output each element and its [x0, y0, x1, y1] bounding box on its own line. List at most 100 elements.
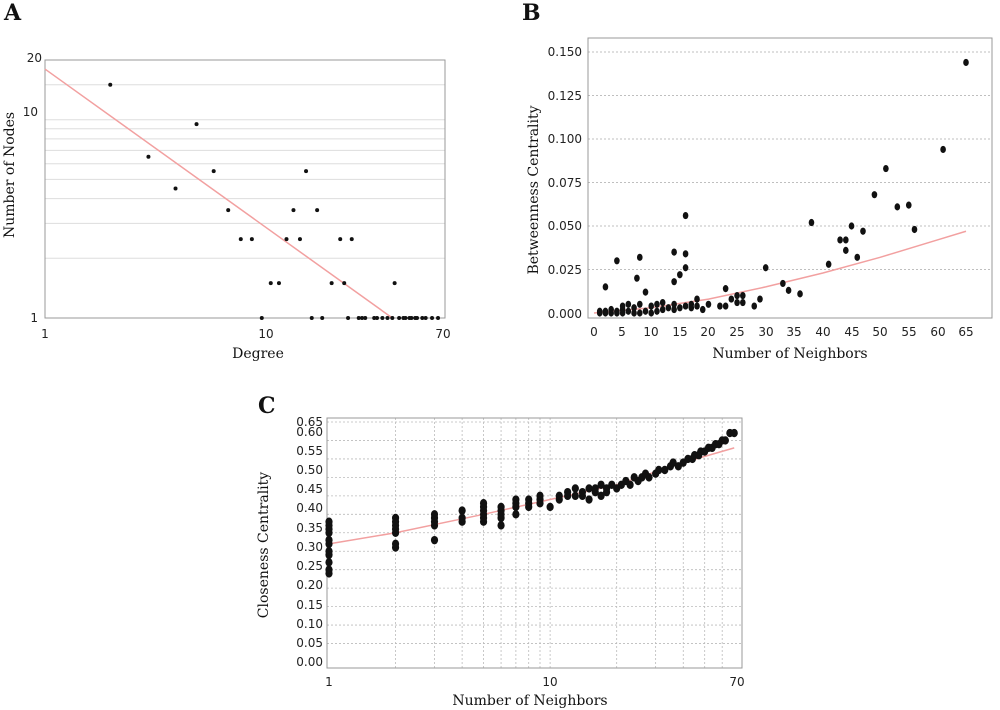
panel-b-x-tick: 65: [958, 325, 973, 339]
panel-a-point: [385, 316, 390, 320]
panel-a-point: [409, 316, 414, 320]
panel-a-point: [375, 316, 380, 320]
panel-b-x-tick: 35: [786, 325, 801, 339]
panel-c-point: [721, 436, 729, 445]
panel-b-point: [671, 300, 677, 308]
panel-b-point: [665, 304, 672, 312]
panel-a-point: [108, 82, 113, 87]
panel-c: C 0.00 0.05 0.10 0.15 0.20 0.25 0.30 0.3…: [256, 393, 745, 709]
panel-b-y-tick: 0.050: [548, 219, 582, 233]
panel-b-point: [671, 278, 677, 286]
panel-a-y-tick: 1: [30, 311, 38, 325]
panel-a-point: [315, 208, 320, 213]
panel-b-point: [642, 288, 649, 296]
panel-a-point: [146, 154, 151, 159]
panel-c-point: [458, 513, 466, 523]
panel-c-y-tick: 0.05: [296, 636, 323, 650]
panel-b-point: [625, 300, 632, 308]
panel-b-point: [636, 253, 643, 261]
panel-a-point: [226, 208, 231, 213]
panel-b-point: [636, 300, 643, 308]
panel-a-y-tick: 10: [23, 105, 38, 119]
panel-a-point: [259, 316, 264, 320]
panel-c-point: [430, 535, 439, 545]
panel-c-point: [325, 565, 333, 574]
panel-b-y-tick: 0.025: [548, 263, 582, 277]
panel-a-point: [423, 316, 428, 320]
panel-b-point: [688, 300, 695, 308]
panel-c-y-tick: 0.15: [296, 598, 323, 612]
panel-b-x-tick: 60: [930, 325, 945, 339]
panel-a-x-label: Degree: [232, 346, 284, 362]
panel-b-point: [785, 286, 792, 294]
panel-a-x-tick: 10: [258, 327, 273, 341]
panel-b-point: [808, 218, 815, 227]
panel-a-point: [390, 316, 395, 320]
panel-c-point: [497, 502, 505, 512]
panel-a-point: [173, 186, 178, 191]
panel-c-x-label: Number of Neighbors: [452, 693, 607, 709]
panel-b-x-tick: 25: [729, 325, 744, 339]
panel-b-x-tick: 55: [901, 325, 916, 339]
panel-c-x-tick: 10: [542, 675, 557, 689]
panel-c-point: [645, 473, 653, 482]
panel-b-point: [854, 253, 861, 261]
panel-b-y-tick: 0.000: [548, 307, 582, 321]
panel-b-point: [659, 305, 666, 314]
panel-c-x-tick: 1: [325, 675, 333, 689]
panel-b-point: [648, 302, 655, 310]
panel-b-point: [780, 279, 786, 288]
panel-a-plot-frame: [44, 59, 446, 319]
panel-a-point: [356, 316, 361, 320]
panel-b-point: [634, 274, 640, 282]
panel-a-point: [430, 316, 435, 320]
panel-b-point: [883, 164, 889, 173]
panel-c-point: [391, 513, 400, 523]
panel-b-point: [911, 225, 918, 234]
panel-b-plot-frame: [587, 37, 993, 319]
panel-a-y-tick: 20: [27, 51, 42, 65]
panel-b-x-label: Number of Neighbors: [712, 346, 867, 362]
panel-b-point: [682, 250, 689, 258]
panel-b-point: [797, 290, 803, 298]
panel-c-point: [536, 491, 544, 501]
panel-b-x-tick: 50: [872, 325, 887, 339]
panel-c-point: [430, 510, 439, 519]
panel-a-point: [392, 281, 397, 286]
panel-c-point: [578, 487, 587, 497]
panel-c-point: [661, 465, 669, 475]
panel-a-grid: [45, 59, 445, 259]
panel-c-y-tick: 0.65: [296, 415, 323, 429]
panel-c-y-tick: 0.55: [296, 444, 323, 458]
panel-b-point: [751, 302, 758, 310]
panel-b-point: [848, 222, 855, 230]
panel-b-point: [740, 292, 746, 300]
panel-a-point: [342, 281, 347, 286]
panel-b-point: [843, 246, 849, 254]
panel-b-point: [894, 203, 901, 211]
panel-a-point: [403, 316, 408, 320]
panel-a-point: [276, 281, 281, 286]
panel-c-point: [669, 458, 677, 467]
panel-c-y-tick: 0.60: [296, 425, 323, 439]
panel-c-y-tick: 0.40: [296, 501, 323, 515]
panel-b-point: [705, 300, 712, 308]
panel-b-y-tick: 0.100: [548, 132, 582, 146]
panel-b-point: [614, 307, 620, 315]
panel-a-x-tick: 1: [41, 327, 49, 341]
panel-b-point: [682, 302, 689, 310]
panel-c-point: [525, 495, 533, 504]
panel-b-y-tick: 0.125: [548, 89, 582, 103]
panel-c-point: [571, 484, 579, 493]
panel-c-point: [602, 484, 611, 493]
panel-c-point: [585, 495, 593, 504]
panel-b-grid: [588, 51, 992, 270]
panel-a-y-label: Number of Nodes: [2, 112, 18, 238]
panel-c-y-tick: 0.30: [296, 540, 323, 554]
panel-b-point: [940, 145, 946, 154]
panel-a-point: [304, 169, 309, 174]
panel-b-point: [694, 302, 700, 310]
panel-c-point: [512, 495, 520, 504]
panel-b-point: [631, 304, 637, 312]
panel-c-point: [591, 484, 599, 493]
